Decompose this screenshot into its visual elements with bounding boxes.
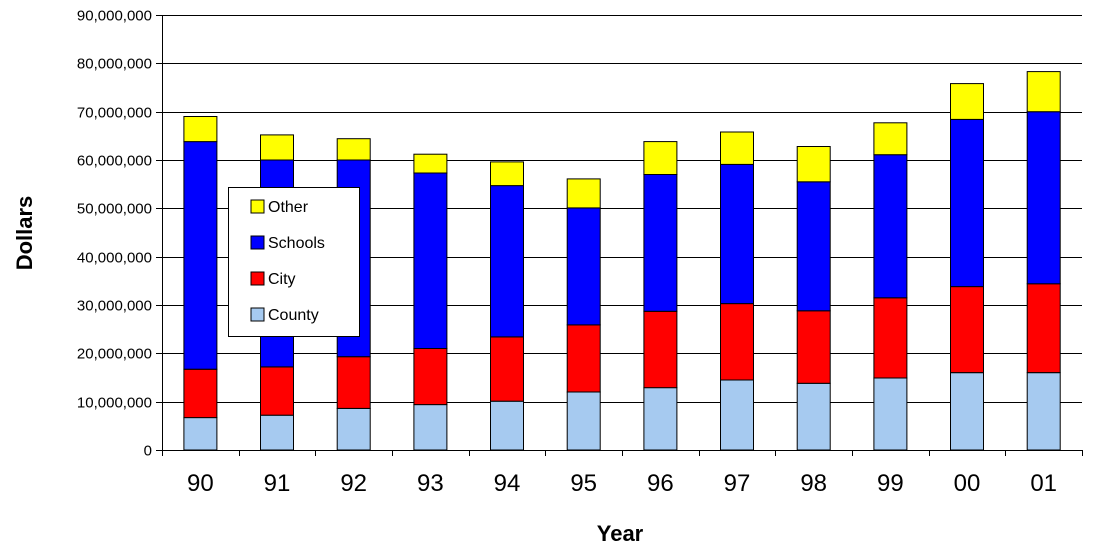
bar-segment-schools: [490, 185, 524, 338]
bar-segment-other: [260, 134, 294, 161]
bar-segment-county: [796, 382, 831, 451]
bar-segment-other: [720, 131, 754, 165]
x-tick-label: 90: [187, 470, 214, 497]
x-axis-title: Year: [597, 521, 644, 546]
y-tick-label: 0: [144, 443, 152, 460]
bar-segment-other: [336, 138, 371, 161]
bar-segment-other: [1026, 71, 1061, 113]
bar-segment-schools: [1026, 111, 1061, 285]
bar-segment-schools: [183, 141, 218, 370]
bar-segment-city: [183, 368, 218, 419]
bar-segment-other: [566, 178, 601, 209]
y-tick-label: 30,000,000: [77, 298, 152, 315]
bar-segment-schools: [873, 154, 908, 299]
x-tick-label: 94: [494, 470, 521, 497]
legend-swatch-other: [250, 199, 265, 214]
x-tick-label: 93: [417, 470, 444, 497]
bar-segment-county: [566, 391, 601, 451]
bar-segment-schools: [566, 207, 601, 326]
bar-segment-county: [720, 379, 754, 451]
y-tick-labels: 0 10,000,000 20,000,000 30,000,000 40,000,00…: [77, 8, 152, 460]
x-tick-label: 00: [954, 470, 981, 497]
bar-segment-schools: [720, 163, 754, 305]
y-tick-label: 10,000,000: [77, 395, 152, 412]
y-tick-label: 60,000,000: [77, 153, 152, 170]
x-tick-label: 01: [1030, 470, 1057, 497]
bar-segment-other: [490, 161, 524, 187]
bar-segment-county: [183, 417, 218, 451]
legend: Other Schools City County: [228, 187, 360, 337]
bar-segment-county: [413, 404, 448, 451]
x-tick-label: 96: [647, 470, 674, 497]
bar-segment-county: [490, 400, 524, 451]
bar-segment-schools: [413, 172, 448, 349]
x-tick-label: 92: [340, 470, 367, 497]
bar-segment-schools: [950, 118, 984, 288]
bar-segment-city: [873, 297, 908, 379]
bar-segment-city: [566, 324, 601, 393]
bar-segment-other: [796, 146, 831, 183]
bar-segment-city: [413, 348, 448, 406]
legend-label-schools: Schools: [268, 235, 325, 252]
legend-box: [228, 187, 360, 337]
bar-segment-county: [950, 372, 984, 451]
bar-segment-city: [490, 336, 524, 402]
y-tick-label: 40,000,000: [77, 250, 152, 267]
bar-segment-county: [260, 414, 294, 451]
bar-segment-county: [643, 387, 678, 451]
bar-segment-city: [796, 310, 831, 384]
bar-segment-schools: [796, 181, 831, 312]
legend-swatch-city: [250, 271, 265, 286]
bar-segment-other: [643, 141, 678, 176]
y-tick-label: 90,000,000: [77, 8, 152, 25]
bar-segment-other: [413, 153, 448, 174]
bar-segment-city: [720, 303, 754, 381]
bar-segment-other: [873, 122, 908, 156]
bar-segment-other: [183, 116, 218, 143]
bar-segment-county: [336, 407, 371, 451]
bar-segment-city: [336, 356, 371, 409]
y-tick-label: 20,000,000: [77, 346, 152, 363]
axes: [156, 15, 1083, 456]
bar-segment-city: [260, 366, 294, 416]
x-tick-label: 97: [724, 470, 751, 497]
x-tick-label: 95: [570, 470, 597, 497]
legend-swatch-schools: [250, 235, 265, 250]
y-tick-label: 50,000,000: [77, 201, 152, 218]
legend-label-county: County: [268, 307, 319, 324]
y-axis-title: Dollars: [12, 196, 37, 271]
bar-segment-city: [643, 310, 678, 389]
bar-segment-city: [950, 286, 984, 374]
x-tick-labels: 90 91 92 93 94 95 96 97 98 99 00 01: [187, 470, 1057, 497]
bar-segment-other: [950, 83, 984, 120]
x-tick-label: 98: [800, 470, 827, 497]
legend-label-city: City: [268, 271, 296, 288]
bar-segment-schools: [643, 174, 678, 312]
legend-swatch-county: [250, 307, 265, 322]
bar-segment-county: [1026, 372, 1061, 451]
x-tick-label: 91: [264, 470, 291, 497]
bar-segment-county: [873, 377, 908, 451]
y-tick-label: 70,000,000: [77, 105, 152, 122]
x-tick-label: 99: [877, 470, 904, 497]
bar-segment-city: [1026, 283, 1061, 374]
y-tick-label: 80,000,000: [77, 56, 152, 73]
legend-label-other: Other: [268, 199, 309, 216]
